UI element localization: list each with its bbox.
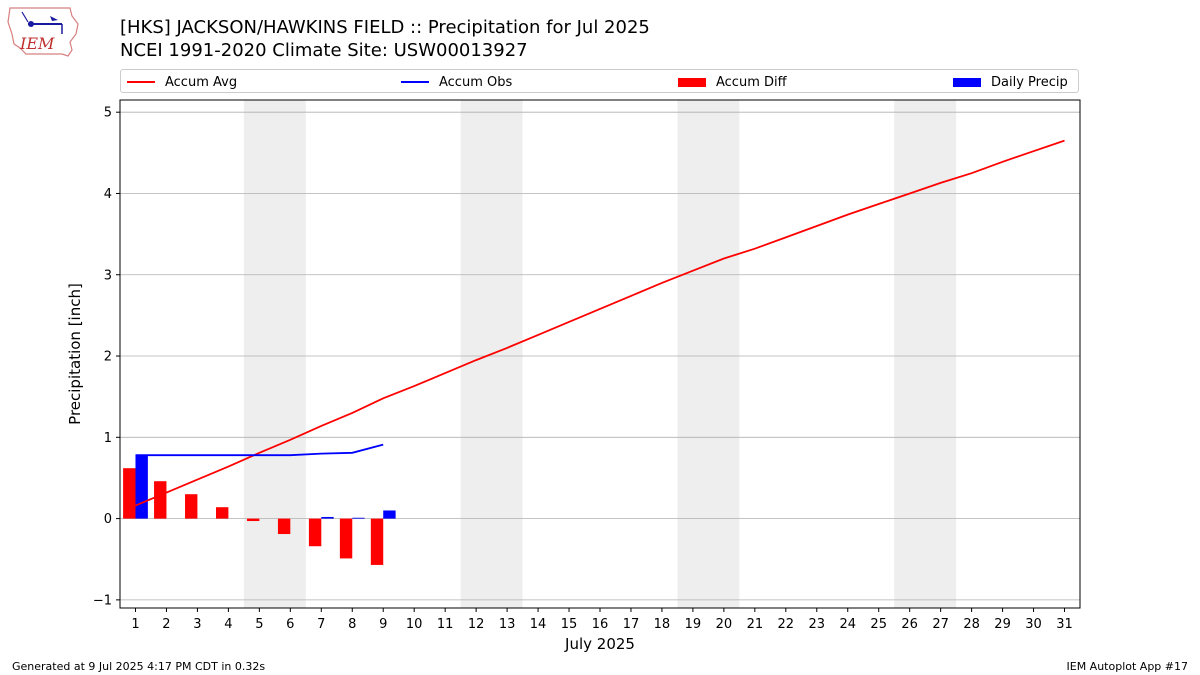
accum-diff-bar-7	[308, 518, 322, 547]
x-tick-label: 21	[747, 617, 764, 632]
daily-precip-bar-9	[383, 510, 396, 519]
x-tick-label: 9	[379, 617, 387, 632]
legend-item-accum-obs: Accum Obs	[401, 72, 512, 92]
daily-precip-bar-8	[352, 517, 365, 519]
x-tick-label: 23	[809, 617, 826, 632]
x-tick-label: 20	[716, 617, 733, 632]
weekend-shade-4	[894, 100, 957, 608]
x-tick-label: 19	[685, 617, 702, 632]
x-tick-label: 26	[901, 617, 918, 632]
x-tick-label: 22	[778, 617, 795, 632]
accum-diff-bar-6	[277, 518, 291, 535]
chart-title: [HKS] JACKSON/HAWKINS FIELD :: Precipita…	[120, 17, 650, 38]
x-tick-label: 18	[654, 617, 671, 632]
x-tick-label: 3	[193, 617, 201, 632]
legend-swatch-accum-obs	[401, 81, 429, 83]
x-tick-label: 5	[255, 617, 263, 632]
weekend-shade-3	[677, 100, 740, 608]
chart-subtitle: NCEI 1991-2020 Climate Site: USW00013927	[120, 40, 528, 61]
y-tick-label: 5	[104, 106, 112, 121]
accum-diff-bar-9	[370, 518, 384, 565]
legend-swatch-accum-diff	[678, 77, 706, 87]
x-tick-label: 1	[131, 617, 139, 632]
x-tick-label: 13	[499, 617, 516, 632]
y-tick-label: −1	[93, 593, 112, 608]
daily-precip-bar-7	[321, 516, 334, 519]
legend-label-accum-avg: Accum Avg	[165, 74, 238, 90]
iem-logo: IEM	[7, 7, 79, 57]
legend-swatch-accum-avg	[127, 81, 155, 83]
footer-app: IEM Autoplot App #17	[1066, 660, 1189, 673]
accum-diff-bar-5	[246, 518, 260, 522]
x-tick-label: 27	[932, 617, 949, 632]
chart-legend: Accum Avg Accum Obs Accum Diff Daily Pre…	[120, 69, 1079, 93]
x-tick-label: 29	[994, 617, 1011, 632]
y-tick-label: 3	[104, 268, 112, 283]
x-tick-label: 17	[623, 617, 640, 632]
x-tick-label: 2	[162, 617, 170, 632]
accum-diff-bar-2	[154, 481, 167, 519]
y-axis-label: Precipitation [inch]	[66, 283, 84, 425]
x-tick-label: 10	[406, 617, 423, 632]
legend-item-daily-precip: Daily Precip	[953, 72, 1068, 92]
accum-diff-bar-3	[185, 494, 198, 519]
accum-avg-line	[135, 139, 1065, 507]
x-tick-label: 24	[839, 617, 856, 632]
y-tick-label: 4	[104, 187, 112, 202]
accum-diff-bar-1	[123, 468, 136, 519]
x-tick-label: 31	[1056, 617, 1073, 632]
x-tick-label: 30	[1025, 617, 1042, 632]
legend-swatch-daily-precip	[953, 77, 981, 87]
x-tick-label: 12	[468, 617, 485, 632]
x-tick-label: 14	[530, 617, 547, 632]
x-tick-label: 6	[286, 617, 294, 632]
logo-text: IEM	[19, 34, 55, 53]
accum-obs-line	[135, 443, 384, 457]
footer-generated: Generated at 9 Jul 2025 4:17 PM CDT in 0…	[12, 660, 266, 673]
legend-label-accum-diff: Accum Diff	[716, 74, 787, 90]
legend-item-accum-avg: Accum Avg	[127, 72, 237, 92]
accum-diff-bar-4	[216, 507, 229, 519]
y-tick-label: 1	[104, 431, 112, 446]
y-tick-label: 2	[104, 350, 112, 365]
weekend-shade-1	[243, 100, 306, 608]
x-tick-label: 25	[870, 617, 887, 632]
x-tick-label: 16	[592, 617, 609, 632]
daily-precip-bar-1	[135, 455, 148, 519]
x-tick-label: 15	[561, 617, 578, 632]
legend-item-accum-diff: Accum Diff	[678, 72, 787, 92]
x-tick-label: 8	[348, 617, 356, 632]
legend-label-daily-precip: Daily Precip	[991, 74, 1068, 90]
x-tick-label: 7	[317, 617, 325, 632]
y-tick-label: 0	[104, 512, 112, 527]
x-tick-label: 28	[963, 617, 980, 632]
x-tick-label: 4	[224, 617, 232, 632]
legend-label-accum-obs: Accum Obs	[439, 74, 513, 90]
x-axis-label: July 2025	[564, 635, 635, 653]
x-tick-label: 11	[437, 617, 454, 632]
accum-diff-bar-8	[339, 518, 353, 559]
